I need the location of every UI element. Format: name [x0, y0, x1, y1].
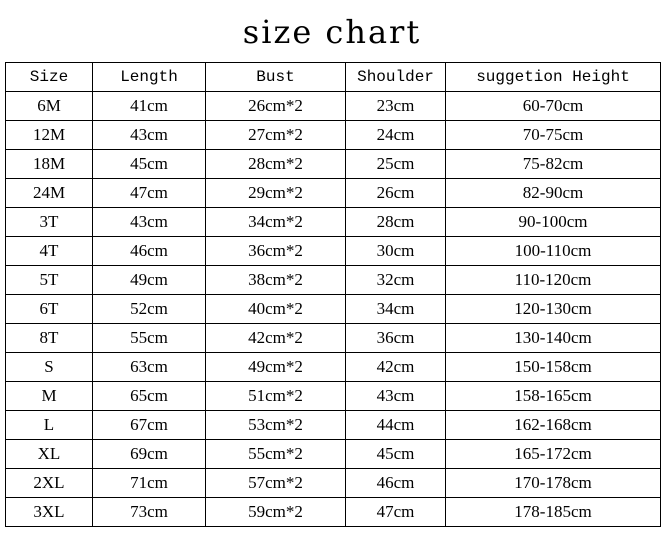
cell-shoulder: 24cm: [345, 120, 446, 150]
cell-length: 47cm: [92, 178, 206, 208]
cell-shoulder: 36cm: [345, 323, 446, 353]
cell-size: 3XL: [5, 497, 93, 527]
cell-length: 67cm: [92, 410, 206, 440]
table-row: L 67cm 53cm*2 44cm 162-168cm: [5, 410, 661, 440]
cell-height: 60-70cm: [445, 91, 661, 121]
table-row: 4T 46cm 36cm*2 30cm 100-110cm: [5, 236, 661, 266]
cell-bust: 34cm*2: [205, 207, 346, 237]
cell-length: 69cm: [92, 439, 206, 469]
table-row: 6T 52cm 40cm*2 34cm 120-130cm: [5, 294, 661, 324]
column-header-length: Length: [92, 62, 206, 92]
cell-size: 3T: [5, 207, 93, 237]
cell-height: 82-90cm: [445, 178, 661, 208]
cell-size: 2XL: [5, 468, 93, 498]
cell-height: 90-100cm: [445, 207, 661, 237]
table-row: 2XL 71cm 57cm*2 46cm 170-178cm: [5, 468, 661, 498]
cell-shoulder: 42cm: [345, 352, 446, 382]
cell-bust: 36cm*2: [205, 236, 346, 266]
cell-size: 5T: [5, 265, 93, 295]
cell-shoulder: 44cm: [345, 410, 446, 440]
cell-height: 110-120cm: [445, 265, 661, 295]
cell-bust: 40cm*2: [205, 294, 346, 324]
cell-bust: 29cm*2: [205, 178, 346, 208]
cell-height: 150-158cm: [445, 352, 661, 382]
cell-height: 70-75cm: [445, 120, 661, 150]
cell-height: 178-185cm: [445, 497, 661, 527]
cell-length: 41cm: [92, 91, 206, 121]
table-row: 24M 47cm 29cm*2 26cm 82-90cm: [5, 178, 661, 208]
table-row: S 63cm 49cm*2 42cm 150-158cm: [5, 352, 661, 382]
table-row: 3XL 73cm 59cm*2 47cm 178-185cm: [5, 497, 661, 527]
cell-height: 120-130cm: [445, 294, 661, 324]
cell-length: 43cm: [92, 120, 206, 150]
cell-size: 18M: [5, 149, 93, 179]
cell-bust: 26cm*2: [205, 91, 346, 121]
cell-bust: 53cm*2: [205, 410, 346, 440]
cell-shoulder: 25cm: [345, 149, 446, 179]
cell-bust: 49cm*2: [205, 352, 346, 382]
cell-shoulder: 34cm: [345, 294, 446, 324]
column-header-size: Size: [5, 62, 93, 92]
cell-size: XL: [5, 439, 93, 469]
cell-size: 24M: [5, 178, 93, 208]
header-row: Size Length Bust Shoulder suggetion Height: [5, 62, 661, 92]
cell-length: 46cm: [92, 236, 206, 266]
cell-shoulder: 32cm: [345, 265, 446, 295]
cell-bust: 51cm*2: [205, 381, 346, 411]
cell-length: 52cm: [92, 294, 206, 324]
table-row: 18M 45cm 28cm*2 25cm 75-82cm: [5, 149, 661, 179]
table-row: 3T 43cm 34cm*2 28cm 90-100cm: [5, 207, 661, 237]
cell-bust: 57cm*2: [205, 468, 346, 498]
cell-bust: 55cm*2: [205, 439, 346, 469]
cell-length: 49cm: [92, 265, 206, 295]
cell-size: 6M: [5, 91, 93, 121]
cell-length: 63cm: [92, 352, 206, 382]
cell-size: L: [5, 410, 93, 440]
table-row: 6M 41cm 26cm*2 23cm 60-70cm: [5, 91, 661, 121]
page-title: size chart: [242, 13, 422, 51]
cell-bust: 42cm*2: [205, 323, 346, 353]
cell-size: M: [5, 381, 93, 411]
cell-bust: 28cm*2: [205, 149, 346, 179]
cell-height: 100-110cm: [445, 236, 661, 266]
cell-size: 6T: [5, 294, 93, 324]
column-header-height: suggetion Height: [445, 62, 661, 92]
cell-height: 75-82cm: [445, 149, 661, 179]
table-row: M 65cm 51cm*2 43cm 158-165cm: [5, 381, 661, 411]
table-row: 8T 55cm 42cm*2 36cm 130-140cm: [5, 323, 661, 353]
cell-length: 65cm: [92, 381, 206, 411]
table-row: 12M 43cm 27cm*2 24cm 70-75cm: [5, 120, 661, 150]
cell-length: 55cm: [92, 323, 206, 353]
cell-size: 4T: [5, 236, 93, 266]
table-row: XL 69cm 55cm*2 45cm 165-172cm: [5, 439, 661, 469]
cell-shoulder: 43cm: [345, 381, 446, 411]
cell-shoulder: 28cm: [345, 207, 446, 237]
column-header-bust: Bust: [205, 62, 346, 92]
cell-shoulder: 45cm: [345, 439, 446, 469]
cell-height: 158-165cm: [445, 381, 661, 411]
cell-shoulder: 23cm: [345, 91, 446, 121]
cell-size: S: [5, 352, 93, 382]
cell-length: 71cm: [92, 468, 206, 498]
cell-size: 8T: [5, 323, 93, 353]
table-row: 5T 49cm 38cm*2 32cm 110-120cm: [5, 265, 661, 295]
cell-bust: 27cm*2: [205, 120, 346, 150]
cell-shoulder: 46cm: [345, 468, 446, 498]
cell-bust: 59cm*2: [205, 497, 346, 527]
cell-height: 130-140cm: [445, 323, 661, 353]
cell-shoulder: 26cm: [345, 178, 446, 208]
cell-bust: 38cm*2: [205, 265, 346, 295]
cell-size: 12M: [5, 120, 93, 150]
cell-length: 45cm: [92, 149, 206, 179]
cell-length: 73cm: [92, 497, 206, 527]
cell-height: 162-168cm: [445, 410, 661, 440]
cell-height: 165-172cm: [445, 439, 661, 469]
size-chart-table: Size Length Bust Shoulder suggetion Height 6…: [5, 62, 661, 527]
cell-shoulder: 47cm: [345, 497, 446, 527]
cell-length: 43cm: [92, 207, 206, 237]
cell-shoulder: 30cm: [345, 236, 446, 266]
column-header-shoulder: Shoulder: [345, 62, 446, 92]
cell-height: 170-178cm: [445, 468, 661, 498]
